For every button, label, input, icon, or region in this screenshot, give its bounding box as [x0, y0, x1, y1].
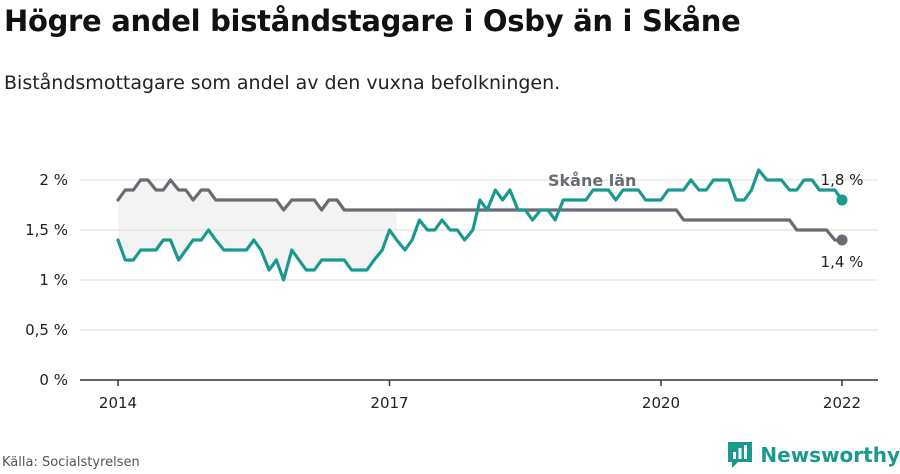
brand-name: Newsworthy — [760, 443, 900, 467]
series-line-osby — [116, 168, 844, 282]
y-tick-label: 1,5 % — [25, 221, 68, 239]
y-tick-label: 0,5 % — [25, 321, 68, 339]
x-tick-label: 2022 — [823, 394, 861, 412]
series-name-label: Skåne län — [548, 171, 636, 190]
x-tick-label: 2017 — [370, 394, 408, 412]
x-tick-label: 2020 — [642, 394, 680, 412]
y-tick-label: 1 % — [39, 271, 68, 289]
chart-title: Högre andel biståndstagare i Osby än i S… — [4, 4, 741, 38]
series-line-skane — [116, 178, 844, 242]
series-endpoint — [836, 194, 848, 206]
series-endpoint — [836, 234, 848, 246]
newsworthy-logo-icon — [728, 442, 753, 468]
chart-subtitle: Biståndsmottagare som andel av den vuxna… — [4, 72, 561, 94]
y-tick-label: 0 % — [39, 371, 68, 389]
source-note: Källa: Socialstyrelsen — [2, 455, 140, 470]
x-tick-label: 2014 — [99, 394, 137, 412]
brand-logo: Newsworthy — [726, 440, 900, 470]
end-value-label: 1,8 % — [821, 171, 864, 189]
y-tick-label: 2 % — [39, 171, 68, 189]
end-value-label: 1,4 % — [821, 253, 864, 271]
